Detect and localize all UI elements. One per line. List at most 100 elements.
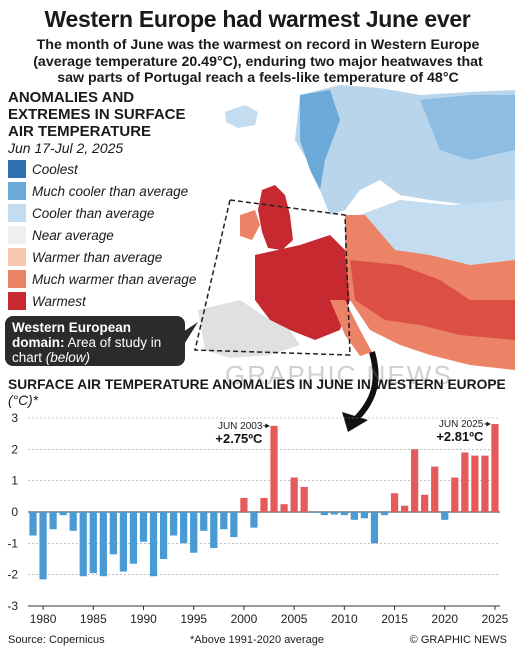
page-title: Western Europe had warmest June ever xyxy=(44,6,471,32)
legend-swatch xyxy=(8,160,26,178)
bar xyxy=(69,512,77,531)
bar xyxy=(330,512,338,515)
domain-outline xyxy=(194,199,351,356)
bar xyxy=(59,512,67,516)
domain-callout-bold: Western European domain: xyxy=(12,320,132,350)
ireland-region xyxy=(240,210,260,240)
legend-title: ANOMALIES AND EXTREMES IN SURFACE AIR TE… xyxy=(8,89,186,140)
legend-label: Near average xyxy=(32,227,114,243)
bar xyxy=(451,477,459,512)
source-text: Source: Copernicus xyxy=(8,634,105,646)
legend: Coolest Much cooler than average Cooler … xyxy=(8,158,196,312)
legend-item: Coolest xyxy=(8,158,196,180)
legend-item: Warmer than average xyxy=(8,246,196,268)
bar xyxy=(210,512,218,549)
anomaly-bar-chart: -3 -2 -1 0 1 2 3 1980 1985 1990 1995 2000 2005 2010 20… xyxy=(7,411,509,626)
bar xyxy=(411,449,419,512)
domain-callout-italic: (below) xyxy=(45,350,91,365)
legend-item: Near average xyxy=(8,224,196,246)
domain-callout: Western European domain: Area of study i… xyxy=(5,316,185,366)
legend-swatch xyxy=(8,226,26,244)
eastern-europe-region xyxy=(360,200,515,265)
annotation-label: JUN 2025 xyxy=(439,419,484,430)
bar xyxy=(461,452,469,512)
bar xyxy=(99,512,107,577)
bar xyxy=(260,497,268,512)
bar xyxy=(491,423,499,512)
x-tick-label: 2000 xyxy=(231,612,258,626)
page-subtitle: The month of June was the warmest on rec… xyxy=(33,37,483,86)
bar xyxy=(170,512,178,536)
bar xyxy=(471,455,479,512)
x-tick-label: 2020 xyxy=(431,612,458,626)
legend-label: Cooler than average xyxy=(32,205,155,221)
annotation-value: +2.81ºC xyxy=(436,429,484,444)
legend-label: Warmest xyxy=(32,293,86,309)
bar xyxy=(49,512,57,530)
bar xyxy=(240,497,248,512)
bar xyxy=(340,512,348,516)
iceland-region xyxy=(225,105,258,128)
bar xyxy=(119,512,128,572)
bar xyxy=(431,466,439,512)
legend-swatch xyxy=(8,248,26,266)
bar xyxy=(390,493,399,512)
legend-swatch xyxy=(8,182,26,200)
y-tick-label: -1 xyxy=(7,536,18,550)
bar xyxy=(200,512,208,531)
domain-arrow-head xyxy=(342,412,368,432)
annotation-arrowhead xyxy=(265,423,270,429)
bar xyxy=(400,505,409,512)
annotation-label: JUN 2003 xyxy=(218,421,263,432)
x-tick-label: 2010 xyxy=(331,612,358,626)
britain-region xyxy=(258,185,293,250)
legend-item: Warmest xyxy=(8,290,196,312)
legend-label: Much cooler than average xyxy=(32,183,189,199)
bar xyxy=(89,512,97,574)
x-tick-label: 2025 xyxy=(482,612,509,626)
watermark: GRAPHIC NEWS xyxy=(225,360,453,390)
credit-text: © GRAPHIC NEWS xyxy=(409,634,507,646)
chart-title: SURFACE AIR TEMPERATURE ANOMALIES IN JUN… xyxy=(8,377,515,409)
legend-label: Much warmer than average xyxy=(32,271,197,287)
x-tick-label: 1995 xyxy=(180,612,207,626)
bar xyxy=(360,512,369,519)
bar xyxy=(280,504,288,512)
legend-date: Jun 17-Jul 2, 2025 xyxy=(8,140,124,156)
y-tick-label: 1 xyxy=(11,474,18,488)
annotation-value: +2.75ºC xyxy=(215,431,263,446)
y-tick-label: -2 xyxy=(7,568,18,582)
bar xyxy=(149,512,158,577)
bar xyxy=(250,512,258,528)
norway-region xyxy=(300,90,340,190)
bar xyxy=(79,512,87,577)
chart-title-unit: (°C)* xyxy=(8,393,39,408)
france-region xyxy=(255,235,350,340)
legend-label: Warmer than average xyxy=(32,249,163,265)
bar xyxy=(230,512,238,538)
x-tick-label: 1985 xyxy=(80,612,107,626)
x-tick-label: 1980 xyxy=(30,612,57,626)
bar xyxy=(139,512,148,542)
bar xyxy=(29,512,37,536)
domain-callout-text: Area of study in chart xyxy=(12,335,162,365)
domain-arrow xyxy=(352,351,379,423)
y-tick-label: 0 xyxy=(11,505,18,519)
x-tick-label: 2005 xyxy=(281,612,308,626)
bar xyxy=(380,512,389,516)
y-tick-label: -3 xyxy=(7,599,18,613)
bar xyxy=(39,512,47,580)
bar xyxy=(270,425,278,512)
y-tick-label: 3 xyxy=(11,411,18,425)
italy-region xyxy=(330,300,372,356)
finland-region xyxy=(420,95,515,160)
balkans-region xyxy=(350,260,515,340)
y-tick-label: 2 xyxy=(11,442,18,456)
legend-swatch xyxy=(8,270,26,288)
iberia-region xyxy=(198,300,300,358)
bar xyxy=(220,512,228,530)
bar xyxy=(129,512,138,564)
legend-swatch xyxy=(8,204,26,222)
bar xyxy=(421,494,429,512)
